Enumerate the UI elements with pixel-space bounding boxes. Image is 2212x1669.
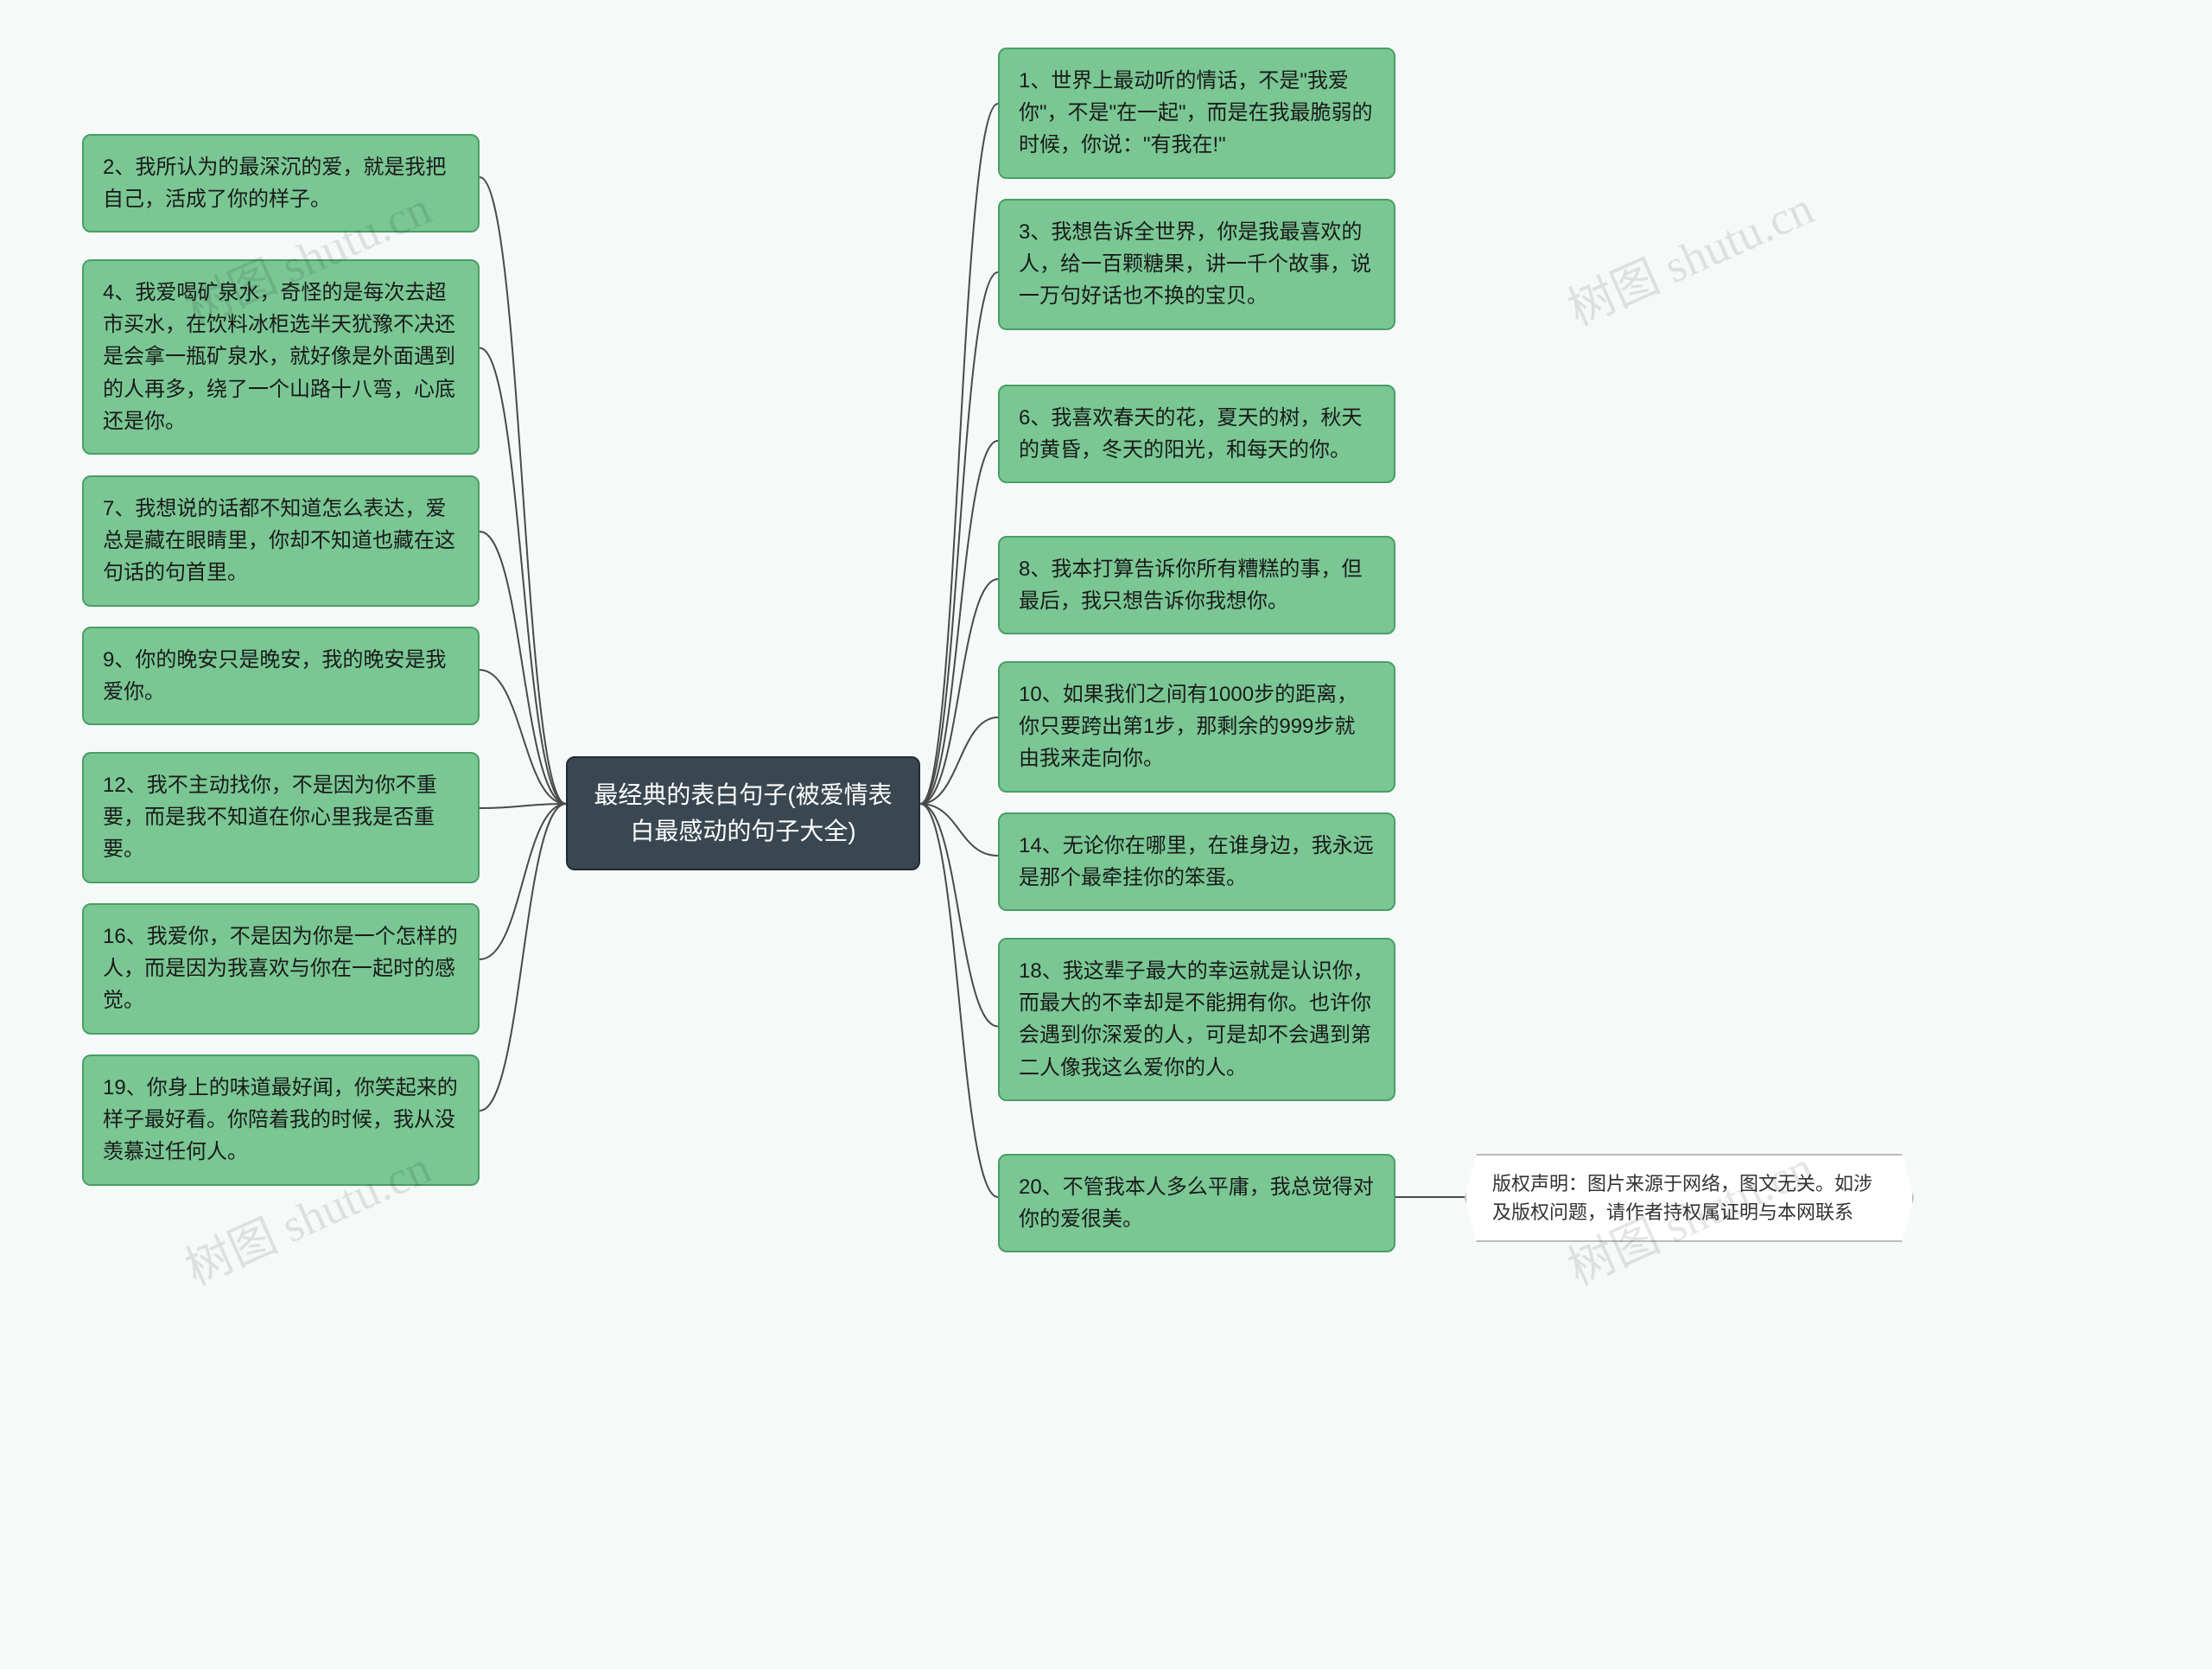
leaf-text: 4、我爱喝矿泉水，奇怪的是每次去超市买水，在饮料冰柜选半天犹豫不决还是会拿一瓶矿… <box>103 281 455 433</box>
center-text: 最经典的表白句子(被爱情表白最感动的句子大全) <box>594 781 892 844</box>
leaf-text: 8、我本打算告诉你所有糟糕的事，但最后，我只想告诉你我想你。 <box>1019 557 1362 613</box>
leaf-text: 2、我所认为的最深沉的爱，就是我把自己，活成了你的样子。 <box>103 156 446 211</box>
leaf-text: 7、我想说的话都不知道怎么表达，爱总是藏在眼睛里，你却不知道也藏在这句话的句首里… <box>103 497 455 584</box>
leaf-text: 3、我想告诉全世界，你是我最喜欢的人，给一百颗糖果，讲一千个故事，说一万句好话也… <box>1019 220 1371 308</box>
center-node: 最经典的表白句子(被爱情表白最感动的句子大全) <box>566 756 920 870</box>
leaf-text: 14、无论你在哪里，在谁身边，我永远是那个最牵挂你的笨蛋。 <box>1019 834 1374 889</box>
leaf-left-2: 7、我想说的话都不知道怎么表达，爱总是藏在眼睛里，你却不知道也藏在这句话的句首里… <box>82 475 480 607</box>
leaf-text: 16、我爱你，不是因为你是一个怎样的人，而是因为我喜欢与你在一起时的感觉。 <box>103 925 458 1012</box>
leaf-right-6: 18、我这辈子最大的幸运就是认识你，而最大的不幸却是不能拥有你。也许你会遇到你深… <box>998 938 1395 1101</box>
leaf-text: 18、我这辈子最大的幸运就是认识你，而最大的不幸却是不能拥有你。也许你会遇到你深… <box>1019 959 1374 1080</box>
leaf-right-0: 1、世界上最动听的情话，不是"我爱你"，不是"在一起"，而是在我最脆弱的时候，你… <box>998 48 1395 179</box>
leaf-left-3: 9、你的晚安只是晚安，我的晚安是我爱你。 <box>82 627 480 725</box>
leaf-text: 6、我喜欢春天的花，夏天的树，秋天的黄昏，冬天的阳光，和每天的你。 <box>1019 406 1362 462</box>
leaf-right-1: 3、我想告诉全世界，你是我最喜欢的人，给一百颗糖果，讲一千个故事，说一万句好话也… <box>998 199 1395 330</box>
leaf-right-5: 14、无论你在哪里，在谁身边，我永远是那个最牵挂你的笨蛋。 <box>998 812 1395 911</box>
leaf-text: 9、你的晚安只是晚安，我的晚安是我爱你。 <box>103 648 446 704</box>
leaf-text: 19、你身上的味道最好闻，你笑起来的样子最好看。你陪着我的时候，我从没羡慕过任何… <box>103 1076 458 1163</box>
leaf-text: 10、如果我们之间有1000步的距离，你只要跨出第1步，那剩余的999步就由我来… <box>1019 683 1357 770</box>
leaf-left-0: 2、我所认为的最深沉的爱，就是我把自己，活成了你的样子。 <box>82 134 480 233</box>
leaf-left-6: 19、你身上的味道最好闻，你笑起来的样子最好看。你陪着我的时候，我从没羡慕过任何… <box>82 1054 480 1186</box>
leaf-right-2: 6、我喜欢春天的花，夏天的树，秋天的黄昏，冬天的阳光，和每天的你。 <box>998 385 1395 483</box>
leaf-right-3: 8、我本打算告诉你所有糟糕的事，但最后，我只想告诉你我想你。 <box>998 536 1395 634</box>
leaf-text: 1、世界上最动听的情话，不是"我爱你"，不是"在一起"，而是在我最脆弱的时候，你… <box>1019 69 1373 156</box>
leaf-left-4: 12、我不主动找你，不是因为你不重要，而是我不知道在你心里我是否重要。 <box>82 752 480 883</box>
leaf-text: 20、不管我本人多么平庸，我总觉得对你的爱很美。 <box>1019 1175 1374 1231</box>
leaf-text: 12、我不主动找你，不是因为你不重要，而是我不知道在你心里我是否重要。 <box>103 774 437 861</box>
copyright-text: 版权声明：图片来源于网络，图文无关。如涉及版权问题，请作者持权属证明与本网联系 <box>1492 1173 1872 1223</box>
leaf-left-1: 4、我爱喝矿泉水，奇怪的是每次去超市买水，在饮料冰柜选半天犹豫不决还是会拿一瓶矿… <box>82 259 480 455</box>
leaf-left-5: 16、我爱你，不是因为你是一个怎样的人，而是因为我喜欢与你在一起时的感觉。 <box>82 903 480 1035</box>
watermark-1: 树图 shutu.cn <box>1555 170 1822 339</box>
leaf-right-7: 20、不管我本人多么平庸，我总觉得对你的爱很美。 <box>998 1154 1395 1252</box>
leaf-right-4: 10、如果我们之间有1000步的距离，你只要跨出第1步，那剩余的999步就由我来… <box>998 661 1395 793</box>
copyright-note: 版权声明：图片来源于网络，图文无关。如涉及版权问题，请作者持权属证明与本网联系 <box>1465 1154 1914 1242</box>
